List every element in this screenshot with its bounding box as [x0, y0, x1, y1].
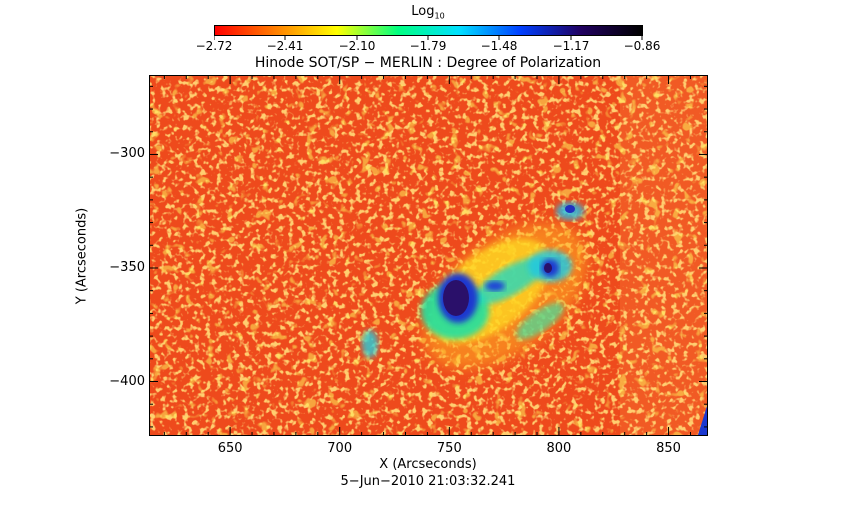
colorbar [214, 25, 643, 36]
colorbar-tick-label: −2.41 [266, 39, 304, 53]
colorbar-tick-label: −0.86 [623, 39, 661, 53]
timestamp: 5−Jun−2010 21:03:32.241 [340, 474, 516, 489]
colorbar-tick-label: −1.17 [552, 39, 590, 53]
polarization-map [149, 75, 708, 436]
colorbar-title: Log10 [411, 4, 445, 21]
y-tick-label: −350 [109, 259, 145, 275]
y-tick-label: −400 [109, 373, 145, 389]
polarization-image [150, 76, 707, 435]
colorbar-tick-label: −2.72 [195, 39, 233, 53]
colorbar-ticks [214, 36, 643, 40]
corner-limb [698, 406, 707, 435]
x-tick-label: 650 [217, 441, 243, 456]
x-tick-label: 750 [436, 441, 462, 456]
x-tick-label: 800 [546, 441, 572, 456]
y-tick-label: −300 [109, 146, 145, 162]
plot-axes [149, 75, 708, 436]
x-tick-label: 850 [656, 441, 681, 456]
colorbar-tick-label: −1.48 [480, 39, 518, 53]
y-axis-label: Y (Arcseconds) [74, 207, 90, 305]
x-tick-label: 700 [327, 441, 353, 456]
colorbar-tick-label: −1.79 [409, 39, 447, 53]
colorbar-tick-label: −2.10 [338, 39, 376, 53]
plot-title: Hinode SOT/SP − MERLIN : Degree of Polar… [254, 55, 602, 71]
x-axis-label: X (Arcseconds) [379, 457, 477, 472]
sunspot-core [438, 205, 575, 323]
